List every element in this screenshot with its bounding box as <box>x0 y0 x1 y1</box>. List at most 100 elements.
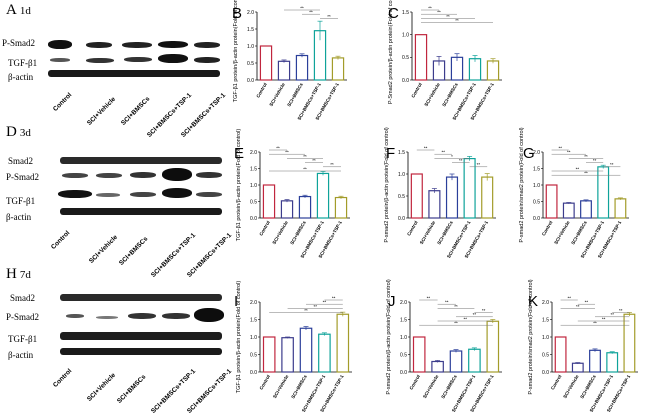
row-label-psmad2-a: P-Smad2 <box>2 38 36 48</box>
bar <box>414 34 428 81</box>
x-tick-label: SCI+BMSCs+TSP-1 <box>296 82 322 121</box>
y-tick-label: 0.5 <box>250 199 257 205</box>
panel-label-e: E <box>234 145 244 162</box>
significance-label: ** <box>459 158 463 163</box>
bar <box>336 313 350 373</box>
significance-label: ** <box>446 14 450 19</box>
bar <box>259 45 273 81</box>
significance-label: ** <box>445 300 449 305</box>
blot-image-a <box>46 32 220 84</box>
x-tick-label: SCI+Vehicle <box>272 374 290 400</box>
significance-label: ** <box>473 312 477 317</box>
bar <box>262 336 276 373</box>
bar <box>486 60 500 81</box>
row-label-tgfb1-d: TGF-β1 <box>6 196 36 206</box>
significance-label: ** <box>585 300 589 305</box>
y-tick-label: 1.0 <box>247 44 254 50</box>
bar <box>589 349 601 373</box>
y-tick-label: 0.0 <box>400 370 407 376</box>
y-tick-label: 1.5 <box>398 150 405 156</box>
y-tick-label: 0.5 <box>398 194 405 200</box>
y-tick-label: 1.5 <box>247 27 254 33</box>
bar <box>334 196 348 219</box>
significance-label: ** <box>463 316 467 321</box>
significance-label: ** <box>477 162 481 167</box>
x-tick-label: SCI+BMSCs+TSP-1 <box>314 82 340 121</box>
significance-label: ** <box>558 145 562 150</box>
bar <box>431 360 444 373</box>
x-tick-label: SCI+BMSCs+TSP-1 <box>580 220 606 259</box>
row-label-bactin-d: β-actin <box>6 212 32 222</box>
significance-label: ** <box>327 14 331 19</box>
x-tick-label: SCI+BMSCs+TSP-1 <box>451 82 477 121</box>
y-tick-label: 2.0 <box>250 300 257 306</box>
significance-label: ** <box>482 308 486 313</box>
x-tick-label: SCI+BMSCs+TSP-1 <box>606 374 632 413</box>
bar <box>313 30 327 81</box>
y-tick-label: 0.5 <box>402 55 409 61</box>
x-tick-label: SCI+Vehicle <box>271 220 289 246</box>
panel-day: 3d <box>19 127 31 139</box>
x-tick-label: SCI+Vehicle <box>553 220 571 246</box>
significance-label: ** <box>312 158 316 163</box>
x-tick-label: SCI+BMSCs+TSP-1 <box>299 220 325 259</box>
bar <box>450 56 464 81</box>
y-tick-label: 1.5 <box>400 317 407 323</box>
y-tick-label: 1.5 <box>542 317 549 323</box>
significance-label: ** <box>454 304 458 309</box>
significance-label: ** <box>567 295 571 300</box>
y-tick-label: 1.0 <box>250 183 257 189</box>
x-tick-label: SCI+BMSCs+TSP-1 <box>597 220 623 259</box>
lane-label-d-2: SCI+BMSCs <box>118 235 150 267</box>
bar <box>295 54 309 81</box>
row-label-smad2-d: Smad2 <box>8 156 34 166</box>
y-tick-label: 0.5 <box>533 199 540 205</box>
bar <box>449 350 463 373</box>
x-tick-label: SCI+BMSCs+TSP-1 <box>469 374 495 413</box>
bar <box>486 320 500 373</box>
bar <box>316 172 330 219</box>
significance-label: ** <box>576 166 580 171</box>
bar <box>468 58 482 81</box>
panel-day: 7d <box>19 269 31 281</box>
bar <box>318 333 331 373</box>
y-axis-label: P-Smad2 protein/β-actin protein(Fold of … <box>388 0 394 104</box>
row-label-tgfb1-a: TGF-β1 <box>8 58 38 68</box>
x-tick-label: Control <box>410 82 423 99</box>
x-tick-label: Control <box>406 220 419 237</box>
y-axis-label: P-smad2 protein/β-actin protein(Fold of … <box>386 279 392 395</box>
significance-label: ** <box>610 312 614 317</box>
y-tick-label: 2.0 <box>542 300 549 306</box>
y-tick-label: 1.0 <box>400 335 407 341</box>
x-tick-label: SCI+BMSCs+TSP-1 <box>319 374 345 413</box>
row-label-psmad2-h: P-Smad2 <box>6 312 40 322</box>
lane-label-h-2: SCI+BMSCs <box>116 373 148 405</box>
x-tick-label: SCI+Vehicle <box>422 374 440 400</box>
x-tick-label: SCI+BMSCs+TSP-1 <box>469 82 495 121</box>
x-tick-label: Control <box>255 82 268 99</box>
y-tick-label: 0.0 <box>542 370 549 376</box>
significance-label: ** <box>330 162 334 167</box>
x-tick-label: SCI+Vehicle <box>419 220 437 246</box>
bar <box>463 158 476 219</box>
y-axis-label: TGF-β1 protein/β-actin protein(Fold of c… <box>233 0 239 102</box>
bar <box>614 198 627 219</box>
bar <box>331 57 345 81</box>
x-tick-label: SCI+BMSCs+TSP-1 <box>301 374 327 413</box>
x-tick-label: SCI+BMSCs <box>286 82 304 108</box>
lane-label-d-1: SCI+Vehicle <box>88 233 120 265</box>
y-tick-label: 2.0 <box>533 150 540 156</box>
panel-label-d: D 3d <box>6 124 31 141</box>
y-tick-label: 1.0 <box>250 335 257 341</box>
y-tick-label: 0.5 <box>400 352 407 358</box>
significance-label: ** <box>593 321 597 326</box>
y-axis-label: TGF-β1 protein/β-actin protein(Fold of c… <box>236 281 242 394</box>
significance-label: ** <box>424 145 428 150</box>
y-tick-label: 1.0 <box>542 335 549 341</box>
significance-label: ** <box>285 150 289 155</box>
row-label-smad2-h: Smad2 <box>10 293 36 303</box>
x-tick-label: SCI+BMSCs <box>441 82 459 108</box>
significance-label: ** <box>332 295 336 300</box>
y-tick-label: 2.0 <box>250 150 257 156</box>
significance-label: ** <box>567 150 571 155</box>
